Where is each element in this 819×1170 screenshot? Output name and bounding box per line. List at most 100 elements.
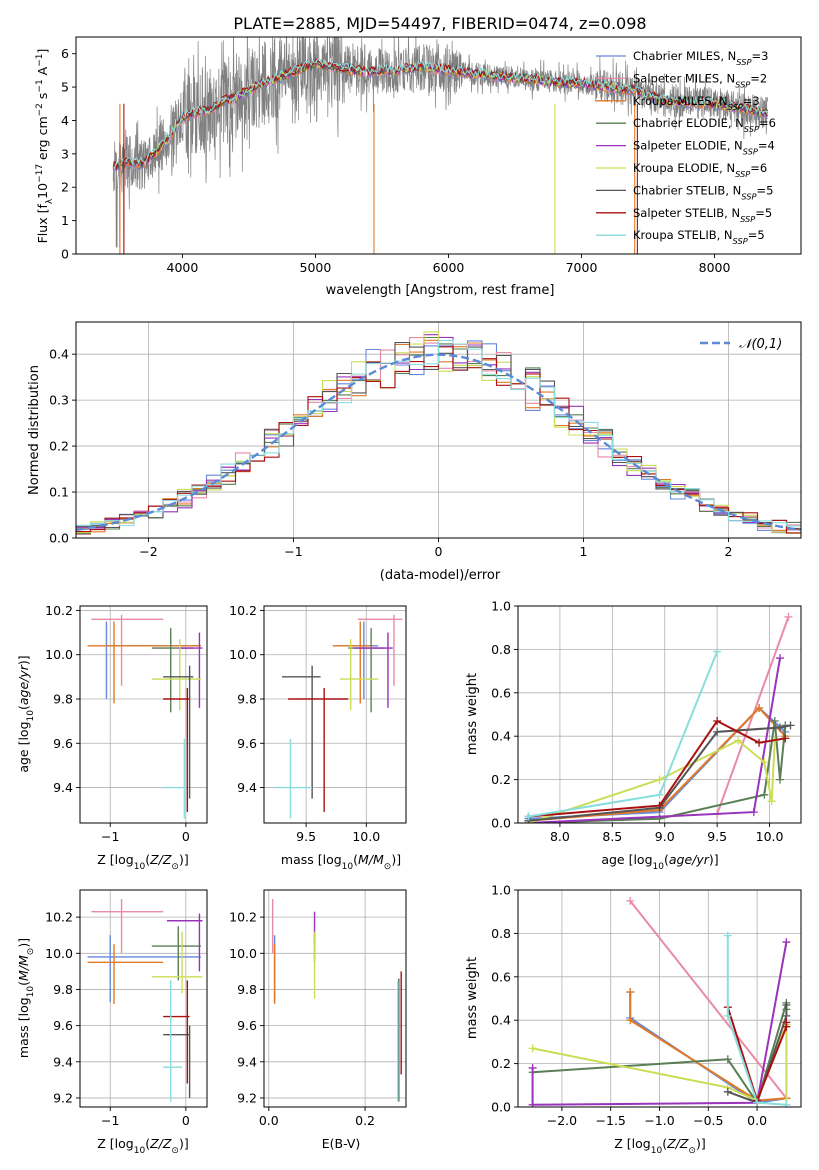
y-tick-label: 9.6 bbox=[53, 736, 73, 751]
weight-marker-c1 bbox=[626, 896, 635, 905]
y-tick-label: 2 bbox=[61, 180, 69, 195]
mass-vs-Z-y-label: mass [log10(M/M⊙)] bbox=[16, 938, 36, 1058]
x-tick-label: 0 bbox=[435, 544, 443, 559]
weight-marker-c5 bbox=[528, 1044, 537, 1053]
weight-marker-c2 bbox=[626, 987, 635, 996]
x-tick-label: 0.2 bbox=[355, 1113, 375, 1128]
weight-marker-c1 bbox=[784, 612, 793, 621]
legend-label-c1: Salpeter MILES, NSSP=2 bbox=[633, 71, 767, 89]
y-tick-label: 10.0 bbox=[45, 946, 73, 961]
weight-marker-c8 bbox=[655, 790, 664, 799]
y-tick-label: 0.1 bbox=[49, 485, 69, 500]
axes-frame bbox=[263, 605, 407, 824]
y-tick-label: 4 bbox=[61, 113, 69, 128]
spectrum-frame: 4000 5000 6000 7000 8000 0 1 2 3 4 5 6 Chabrier MILE… bbox=[61, 36, 802, 275]
y-tick-label: 0.6 bbox=[491, 685, 511, 700]
mass_vs_ebv-axes: 0.0 0.2 9.2 9.4 9.6 9.8 10.0 10.2 bbox=[229, 889, 407, 1128]
y-tick-label: 9.6 bbox=[237, 736, 257, 751]
x-tick-label: 5000 bbox=[300, 260, 332, 275]
x-tick-label: −1 bbox=[101, 829, 119, 844]
x-tick-label: 8000 bbox=[699, 260, 731, 275]
x-tick-label: 8.5 bbox=[602, 829, 622, 844]
residuals-axes: −2 −1 0 1 2 0.0 0.1 0.2 0.3 0.4 𝒩(0,1) bbox=[49, 321, 802, 559]
x-tick-label: −1 bbox=[101, 1113, 119, 1128]
mass_vs_Z-frame: −1 0 9.2 9.4 9.6 9.8 10.0 10.2 bbox=[45, 889, 208, 1128]
weight-marker-c4 bbox=[776, 654, 785, 663]
x-tick-label: −2 bbox=[139, 544, 157, 559]
y-tick-label: 10.2 bbox=[229, 603, 257, 618]
spectrum-x-label: wavelength [Angstrom, rest frame] bbox=[326, 283, 555, 298]
weight-line-c4 bbox=[531, 941, 788, 1106]
x-tick-label: 9.0 bbox=[655, 829, 675, 844]
weight-marker-c6 bbox=[786, 721, 795, 730]
y-tick-label: 0.4 bbox=[49, 347, 69, 362]
legend-label-c7: Salpeter STELIB, NSSP=5 bbox=[633, 206, 772, 224]
x-tick-label: 0.0 bbox=[747, 1113, 767, 1128]
y-tick-label: 5 bbox=[61, 80, 69, 95]
weight-marker-c8 bbox=[782, 1100, 791, 1107]
legend-label-c8: Kroupa STELIB, NSSP=5 bbox=[633, 228, 765, 246]
y-tick-label: 0.2 bbox=[49, 439, 69, 454]
mass_vs_ebv-plot-area bbox=[271, 899, 402, 1102]
weight-line-c8 bbox=[726, 935, 787, 1106]
weight-line-c1 bbox=[629, 900, 788, 1099]
y-tick-label: 9.8 bbox=[53, 982, 73, 997]
weight_vs_Z-axes: −2.0 −1.5 −1.0 −0.5 0.0 0.0 0.2 0.4 0.6 0.8 1.0 bbox=[491, 883, 802, 1128]
weight-marker-c8 bbox=[753, 1098, 762, 1107]
weight-marker-c3 bbox=[776, 775, 785, 784]
x-tick-label: 0 bbox=[182, 1113, 190, 1128]
y-tick-label: 10.0 bbox=[229, 647, 257, 662]
weight-vs-Z-x-label: Z [log10(Z/Z⊙)] bbox=[614, 1136, 705, 1156]
y-tick-label: 9.2 bbox=[53, 1090, 73, 1105]
axes-frame bbox=[79, 605, 208, 824]
weight_vs_Z-plot-area bbox=[528, 896, 791, 1107]
legend-label-c0: Chabrier MILES, NSSP=3 bbox=[633, 49, 768, 67]
x-tick-label: 0 bbox=[182, 829, 190, 844]
weight-marker-c5 bbox=[760, 758, 769, 767]
weight_vs_age-axes: 8.0 8.5 9.0 9.5 10.0 0.0 0.2 0.4 0.6 0.8 1.0 bbox=[491, 599, 802, 844]
y-tick-label: 3 bbox=[61, 146, 69, 161]
x-tick-label: 10.0 bbox=[352, 829, 380, 844]
weight-vs-age-x-label: age [log10(age/yr)] bbox=[601, 852, 718, 872]
age-vs-mass-x-label: mass [log10(M/M⊙)] bbox=[281, 852, 401, 872]
weight-marker-c3 bbox=[723, 1055, 732, 1064]
age-vs-Z-y-label: age [log10(age/yr)] bbox=[16, 655, 36, 772]
residual-y-label: Normed distribution bbox=[27, 365, 42, 495]
y-tick-label: 9.2 bbox=[237, 1090, 257, 1105]
weight-vs-age-y-label: mass weight bbox=[465, 673, 480, 755]
y-tick-label: 6 bbox=[61, 46, 69, 61]
x-tick-label: 0.0 bbox=[259, 1113, 279, 1128]
model-spectrum-c8 bbox=[112, 57, 769, 170]
y-tick-label: 1.0 bbox=[491, 599, 511, 614]
y-tick-label: 0.3 bbox=[49, 393, 69, 408]
weight_vs_Z-frame: −2.0 −1.5 −1.0 −0.5 0.0 0.0 0.2 0.4 0.6 0.8 1.0 bbox=[491, 883, 802, 1128]
residuals-frame: −2 −1 0 1 2 0.0 0.1 0.2 0.3 0.4 𝒩(0,1) bbox=[49, 321, 802, 559]
weight-marker-c6 bbox=[782, 1001, 791, 1010]
axes-frame bbox=[517, 605, 802, 824]
weight-marker-c6 bbox=[713, 727, 722, 736]
x-tick-label: 2 bbox=[725, 544, 733, 559]
age_vs_Z-axes: −1 0 9.4 9.6 9.8 10.0 10.2 bbox=[45, 603, 208, 844]
y-tick-label: 1 bbox=[61, 213, 69, 228]
x-tick-label: −1.5 bbox=[596, 1113, 626, 1128]
weight_vs_age-plot-area bbox=[524, 612, 795, 823]
y-tick-label: 9.4 bbox=[53, 780, 73, 795]
weight-marker-c5 bbox=[734, 736, 743, 745]
mass_vs_Z-plot-area bbox=[87, 899, 203, 1102]
weight-marker-c7 bbox=[782, 1018, 791, 1027]
y-tick-label: 0 bbox=[61, 247, 69, 262]
age_vs_mass-plot-area bbox=[276, 614, 403, 819]
y-tick-label: 0.0 bbox=[491, 816, 511, 831]
y-tick-label: 10.2 bbox=[45, 603, 73, 618]
weight-marker-c5 bbox=[767, 797, 776, 806]
x-tick-label: 9.5 bbox=[296, 829, 316, 844]
y-tick-label: 0.6 bbox=[491, 969, 511, 984]
x-tick-label: 1 bbox=[580, 544, 588, 559]
mass_vs_Z-axes: −1 0 9.2 9.4 9.6 9.8 10.0 10.2 bbox=[45, 889, 208, 1128]
weight-marker-c7 bbox=[713, 717, 722, 726]
residuals-plot-area bbox=[76, 331, 801, 536]
y-tick-label: 10.0 bbox=[45, 647, 73, 662]
y-tick-label: 0.0 bbox=[49, 531, 69, 546]
x-tick-label: −1 bbox=[284, 544, 302, 559]
x-tick-label: 7000 bbox=[566, 260, 598, 275]
